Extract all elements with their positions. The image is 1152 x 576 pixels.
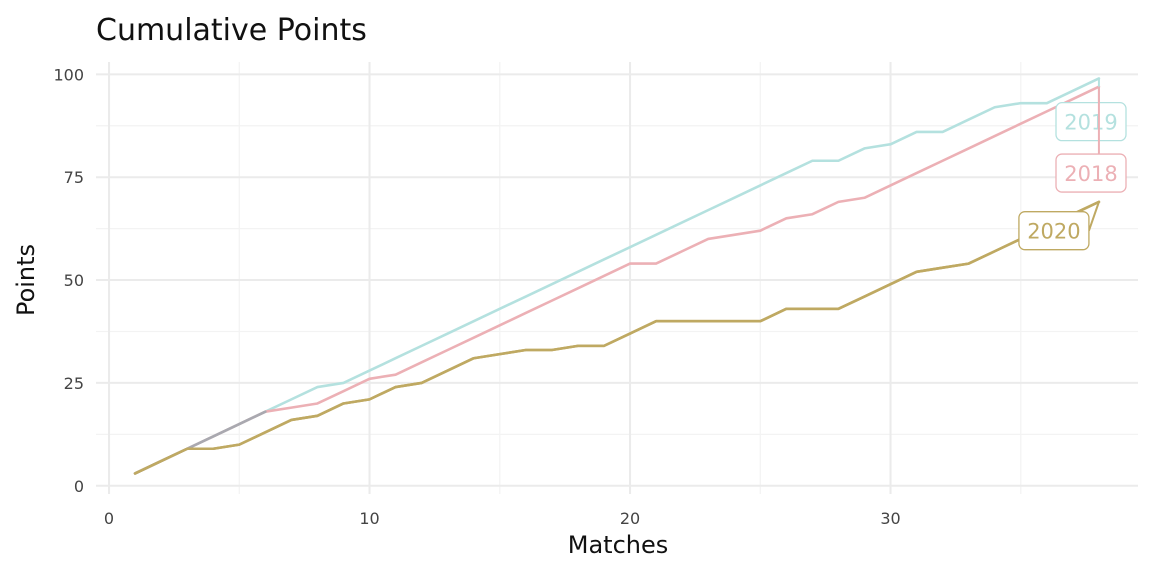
series-lines [133,77,1101,475]
label-text-2018: 2018 [1064,162,1117,186]
y-tick-label: 0 [74,477,84,496]
y-tick-label: 25 [64,374,84,393]
end-labels: 2019 2018 2020 [1018,78,1127,251]
grid [96,62,1138,494]
y-tick-label: 100 [53,65,84,84]
x-tick-label: 0 [104,509,114,528]
x-tick-label: 20 [620,509,640,528]
label-box-2019 [1055,102,1127,142]
y-tick-label: 50 [64,271,84,290]
label-text-2020: 2020 [1027,220,1080,244]
series-line-2018 [133,85,1101,475]
y-tick-label: 75 [64,168,84,187]
x-tick-label: 30 [880,509,900,528]
series-line-2019 [133,77,1101,475]
series-line-2020-top [133,200,1101,475]
label-leader-2020 [1087,201,1100,232]
label-text-2019: 2019 [1064,111,1117,135]
x-tick-label: 10 [359,509,379,528]
y-axis-title: Points [12,244,40,316]
x-axis-title: Matches [568,531,669,559]
label-box-2020 [1018,211,1090,251]
axes: 0 10 20 30 0 25 50 75 100 [53,65,900,528]
series-line-2020 [133,200,1101,475]
label-box-2018 [1055,153,1127,193]
chart-title: Cumulative Points [96,13,367,48]
